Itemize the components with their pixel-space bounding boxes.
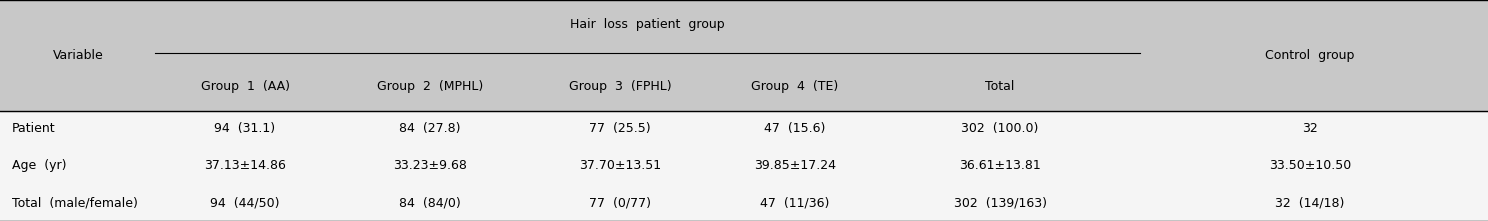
Text: Control  group: Control group (1265, 49, 1354, 62)
Text: Group  3  (FPHL): Group 3 (FPHL) (568, 80, 671, 93)
Text: 37.70±13.51: 37.70±13.51 (579, 159, 661, 172)
Text: Variable: Variable (52, 49, 103, 62)
Text: 302  (100.0): 302 (100.0) (961, 122, 1039, 135)
Text: 84  (84/0): 84 (84/0) (399, 196, 461, 209)
Text: Patient: Patient (12, 122, 55, 135)
Text: Group  1  (AA): Group 1 (AA) (201, 80, 290, 93)
Text: 302  (139/163): 302 (139/163) (954, 196, 1046, 209)
Text: 39.85±17.24: 39.85±17.24 (754, 159, 836, 172)
Text: Total: Total (985, 80, 1015, 93)
Text: Hair  loss  patient  group: Hair loss patient group (570, 18, 725, 31)
Text: 94  (31.1): 94 (31.1) (214, 122, 275, 135)
Text: 47  (15.6): 47 (15.6) (765, 122, 826, 135)
Text: Total  (male/female): Total (male/female) (12, 196, 138, 209)
Text: 84  (27.8): 84 (27.8) (399, 122, 461, 135)
Text: Age  (yr): Age (yr) (12, 159, 67, 172)
Text: 32: 32 (1302, 122, 1318, 135)
Text: Group  2  (MPHL): Group 2 (MPHL) (376, 80, 484, 93)
Text: 47  (11/36): 47 (11/36) (760, 196, 830, 209)
Text: 33.23±9.68: 33.23±9.68 (393, 159, 467, 172)
Text: 77  (25.5): 77 (25.5) (589, 122, 650, 135)
Text: 36.61±13.81: 36.61±13.81 (960, 159, 1042, 172)
Text: 32  (14/18): 32 (14/18) (1275, 196, 1345, 209)
Bar (0, 0, 1488, 110)
Text: 77  (0/77): 77 (0/77) (589, 196, 652, 209)
Text: 33.50±10.50: 33.50±10.50 (1269, 159, 1351, 172)
Text: Group  4  (TE): Group 4 (TE) (751, 80, 839, 93)
Text: 37.13±14.86: 37.13±14.86 (204, 159, 286, 172)
Text: 94  (44/50): 94 (44/50) (210, 196, 280, 209)
